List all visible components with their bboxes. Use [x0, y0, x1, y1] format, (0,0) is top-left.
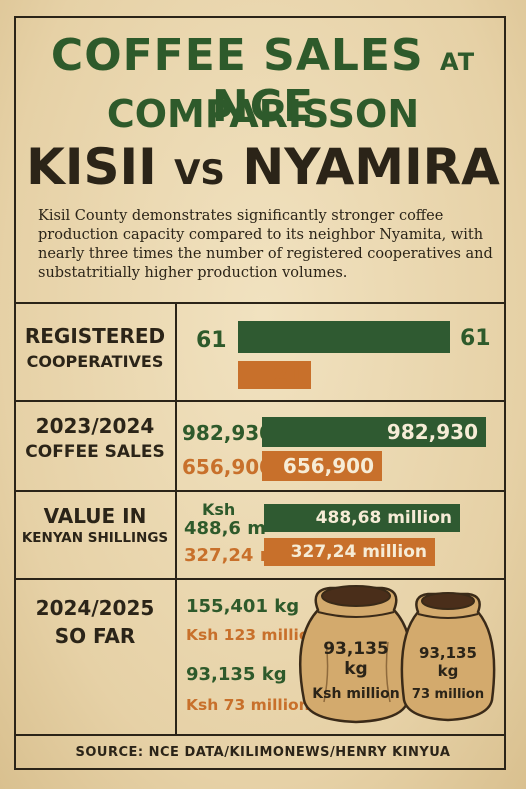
- row-label-sofar-line1: 2024/2025: [35, 596, 155, 620]
- data-label-value-kisii: 488,68 million: [315, 508, 452, 528]
- value-kisii-left-ksh: Ksh: [202, 500, 236, 519]
- title-vs: VS: [174, 153, 225, 193]
- title-line-3: KISII VS NYAMIRA: [0, 138, 526, 196]
- row-label-sofar-line2: SO FAR: [54, 624, 136, 648]
- sack1-text-line3: Ksh million: [312, 686, 399, 702]
- title-nyamira: NYAMIRA: [242, 138, 500, 196]
- sack1-text-line1: 93,135: [323, 639, 389, 659]
- bar-sales-kisii: 982,930: [262, 417, 486, 447]
- data-label-cooperatives-kisii: 61: [460, 326, 491, 351]
- divider-1: [16, 302, 504, 304]
- divider-5: [16, 734, 504, 736]
- divider-3: [16, 490, 504, 492]
- title-nce: NCE: [211, 81, 315, 132]
- sack2-text-line3: 73 million: [412, 687, 484, 702]
- row-label-sales-line2: COFFEE SALES: [25, 442, 165, 462]
- title-line-2: COMPARISSON: [106, 92, 420, 136]
- data-label-sales-kisii: 982,930: [386, 420, 478, 444]
- value-nyamira-left-amount: 327,24 m: [184, 545, 279, 566]
- coffee-sacks-illustration: 93,135 kg Ksh million 93,135 kg 73 milli…: [298, 585, 496, 724]
- bar-cooperatives-nyamira: [238, 361, 311, 389]
- poster-frame: [14, 16, 506, 770]
- intro-paragraph: Kisil County demonstrates significantly …: [38, 208, 493, 281]
- data-label-sales-nyamira: 656,900: [282, 454, 374, 478]
- column-divider: [175, 303, 177, 735]
- bar-sales-nyamira: 656,900: [262, 451, 382, 481]
- bar-cooperatives-kisii: [238, 321, 450, 353]
- sofar-nyamira-kg: 93,135 kg: [186, 664, 287, 685]
- sack2-text-line2: kg: [438, 662, 459, 680]
- bar-value-nyamira: 327,24 million: [264, 538, 435, 566]
- source-note: SOURCE: NCE DATA/KILIMONEWS/HENRY KINYUA: [75, 745, 451, 760]
- title-at: AT: [440, 48, 476, 76]
- row-label-cooperatives-line2: COOPERATIVES: [26, 352, 164, 371]
- data-label-cooperatives-nyamira: 21: [273, 363, 304, 388]
- row-label-cooperatives-line1: REGISTERED: [24, 324, 166, 348]
- sales-kisii-left-value: 982,930: [182, 421, 274, 445]
- sofar-kisii-ksh: Ksh 123 million: [186, 626, 321, 644]
- data-label-value-nyamira: 327,24 million: [290, 542, 427, 562]
- sack1-text-line2: kg: [344, 659, 367, 679]
- row-label-value-line1: VALUE IN: [43, 504, 147, 528]
- row-label-value-line2: KENYAN SHILLINGS: [21, 530, 169, 546]
- sales-nyamira-left-value: 656,900: [182, 455, 274, 479]
- title-coffee-sales: COFFEE SALES: [50, 30, 424, 81]
- divider-4: [16, 578, 504, 580]
- sofar-kisii-kg: 155,401 kg: [186, 596, 300, 617]
- sofar-nyamira-ksh: Ksh 73 million: [186, 696, 310, 714]
- coffee-sack-icon-large: 93,135 kg Ksh million: [298, 585, 414, 724]
- row-label-sales-line1: 2023/2024: [35, 414, 155, 438]
- coffee-sack-icon-small: 93,135 kg 73 million: [400, 592, 496, 722]
- cooperatives-kisii-left-value: 61: [196, 328, 227, 353]
- sack2-text-line1: 93,135: [419, 644, 477, 662]
- bar-value-kisii: 488,68 million: [264, 504, 460, 532]
- value-kisii-left-amount: 488,6 m: [184, 518, 266, 539]
- divider-2: [16, 400, 504, 402]
- title-kisii: KISII: [26, 138, 157, 196]
- title-line-1: COFFEE SALES AT NCE: [0, 30, 526, 132]
